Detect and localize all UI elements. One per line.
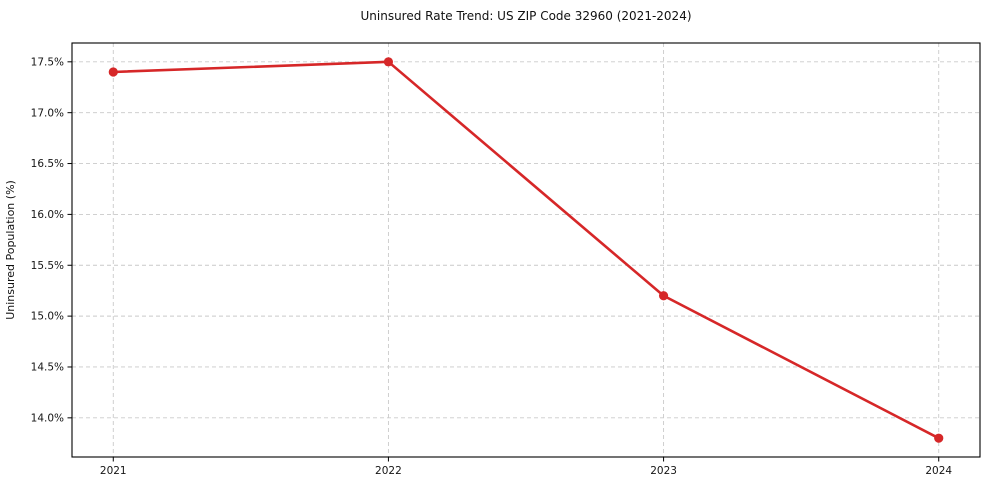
x-tick-label: 2023 <box>650 465 677 477</box>
data-point <box>934 433 944 443</box>
y-tick-label: 14.0% <box>31 412 64 424</box>
y-tick-label: 16.5% <box>31 158 64 170</box>
y-axis-label: Uninsured Population (%) <box>4 180 17 320</box>
data-point <box>383 57 394 67</box>
trend-line <box>111 60 941 440</box>
y-tick-label: 17.5% <box>31 56 64 68</box>
chart-title: Uninsured Rate Trend: US ZIP Code 32960 … <box>360 9 691 23</box>
y-tick-label: 14.5% <box>31 362 64 374</box>
data-point <box>108 67 118 77</box>
x-tick-label: 2021 <box>100 465 127 477</box>
x-tick-label: 2022 <box>375 465 402 477</box>
x-tick-label: 2024 <box>925 465 952 477</box>
data-point <box>658 291 669 301</box>
y-tick-label: 16.0% <box>31 209 64 221</box>
plot-area: 14.0% 14.5% 15.0% 15.5% 16.0% 16.5% 17.0% 17.5%… <box>31 42 981 477</box>
y-tick-label: 15.5% <box>31 260 64 272</box>
y-tick-label: 15.0% <box>31 311 64 323</box>
plot-spines <box>71 42 981 458</box>
y-tick-label: 17.0% <box>31 107 64 119</box>
